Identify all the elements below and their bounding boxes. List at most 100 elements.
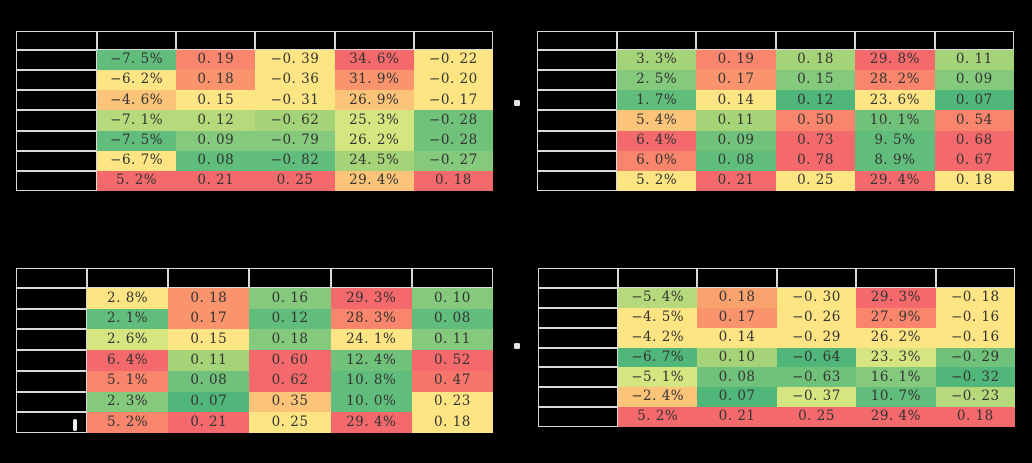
row-label-cell bbox=[16, 391, 87, 413]
row-label-cell bbox=[538, 327, 618, 348]
data-cell: −0. 28 bbox=[413, 130, 493, 151]
data-cell: 0. 16 bbox=[249, 288, 331, 309]
data-cell: 26. 2% bbox=[334, 130, 414, 151]
data-cell: 23. 6% bbox=[855, 90, 935, 111]
header-cell bbox=[330, 268, 412, 288]
data-cell: 29. 4% bbox=[856, 407, 936, 427]
data-cell: −0. 62 bbox=[255, 110, 335, 131]
row-label-cell bbox=[16, 329, 87, 351]
data-cell: 0. 21 bbox=[176, 170, 256, 191]
data-cell: 2. 1% bbox=[87, 308, 169, 330]
data-cell: −0. 20 bbox=[413, 70, 493, 91]
data-cell: −0. 29 bbox=[935, 347, 1015, 368]
header-cell bbox=[617, 31, 697, 50]
data-cell: −0. 31 bbox=[255, 90, 335, 111]
data-cell: 6. 0% bbox=[617, 150, 697, 171]
heatmap-table-top-left: −7. 5% 0. 19 −0. 39 34. 6% −0. 22 −6. 2% 0. 18… bbox=[16, 31, 493, 191]
row-label-cell bbox=[537, 110, 617, 131]
data-cell: 0. 47 bbox=[411, 370, 493, 392]
data-cell: −0. 37 bbox=[776, 387, 857, 408]
data-cell: 2. 8% bbox=[87, 288, 169, 309]
row-label-cell bbox=[16, 308, 87, 330]
data-cell: 0. 09 bbox=[176, 130, 256, 151]
data-cell: −6. 7% bbox=[618, 347, 698, 368]
header-cell bbox=[411, 268, 493, 288]
heatmap-table-bottom-right: −5. 4% 0. 18 −0. 30 29. 3% −0. 18 −4. 5% 0. 17… bbox=[538, 268, 1015, 427]
data-cell: −0. 79 bbox=[255, 130, 335, 151]
data-cell: 0. 50 bbox=[775, 110, 856, 131]
data-cell: −0. 64 bbox=[776, 347, 857, 368]
data-cell: −0. 23 bbox=[935, 387, 1015, 408]
data-cell: 0. 73 bbox=[775, 130, 856, 151]
data-cell: −0. 27 bbox=[413, 150, 493, 171]
data-cell: 0. 18 bbox=[411, 412, 493, 433]
data-cell: 0. 35 bbox=[249, 391, 331, 413]
data-cell: −2. 4% bbox=[618, 387, 698, 408]
data-cell: 0. 09 bbox=[696, 130, 776, 151]
data-cell: 0. 15 bbox=[168, 329, 250, 351]
data-cell: −4. 6% bbox=[97, 90, 177, 111]
data-cell: 0. 68 bbox=[934, 130, 1014, 151]
header-cell bbox=[168, 268, 250, 288]
data-cell: 0. 08 bbox=[411, 308, 493, 330]
data-cell: 1. 7% bbox=[617, 90, 697, 111]
header-cell bbox=[255, 31, 335, 50]
row-label-cell bbox=[538, 387, 618, 408]
data-cell: 0. 09 bbox=[934, 70, 1014, 91]
data-cell: 0. 67 bbox=[934, 150, 1014, 171]
separator-dot-bottom bbox=[514, 343, 520, 349]
header-cell bbox=[855, 31, 935, 50]
data-cell: 0. 19 bbox=[696, 50, 776, 71]
heatmap-table-top-right: 3. 3% 0. 19 0. 18 29. 8% 0. 11 2. 5% 0. 17 0. 1… bbox=[537, 31, 1014, 191]
data-cell: 9. 5% bbox=[855, 130, 935, 151]
header-cell bbox=[16, 31, 97, 50]
data-cell: 10. 1% bbox=[855, 110, 935, 131]
data-cell: 0. 18 bbox=[168, 288, 250, 309]
header-cell bbox=[16, 268, 87, 288]
row-label-cell bbox=[16, 90, 97, 111]
data-cell: 0. 18 bbox=[935, 407, 1015, 427]
data-cell: 0. 08 bbox=[168, 370, 250, 392]
row-label-cell bbox=[538, 347, 618, 368]
data-cell: 0. 23 bbox=[411, 391, 493, 413]
header-cell bbox=[697, 268, 777, 288]
data-cell: 0. 08 bbox=[176, 150, 256, 171]
row-label-cell bbox=[16, 130, 97, 151]
row-label-cell bbox=[16, 50, 97, 71]
data-cell: 0. 78 bbox=[775, 150, 856, 171]
data-cell: −6. 7% bbox=[97, 150, 177, 171]
data-cell: 5. 2% bbox=[618, 407, 698, 427]
header-cell bbox=[696, 31, 776, 50]
row-label-cell bbox=[537, 50, 617, 71]
data-cell: 2. 5% bbox=[617, 70, 697, 91]
data-cell: 5. 2% bbox=[97, 170, 177, 191]
header-cell bbox=[618, 268, 698, 288]
data-cell: 5. 2% bbox=[87, 412, 169, 433]
row-label-cell bbox=[537, 90, 617, 111]
data-cell: 0. 18 bbox=[934, 170, 1014, 191]
header-cell bbox=[176, 31, 256, 50]
row-label-cell bbox=[16, 412, 87, 433]
header-cell bbox=[249, 268, 331, 288]
data-cell: 0. 17 bbox=[697, 307, 777, 328]
separator-dot-top bbox=[514, 100, 520, 106]
data-cell: 0. 18 bbox=[775, 50, 856, 71]
data-cell: 0. 11 bbox=[934, 50, 1014, 71]
data-cell: −7. 1% bbox=[97, 110, 177, 131]
data-cell: 0. 12 bbox=[775, 90, 856, 111]
data-cell: 0. 11 bbox=[411, 329, 493, 351]
data-cell: 0. 18 bbox=[697, 288, 777, 308]
data-cell: 0. 07 bbox=[934, 90, 1014, 111]
data-cell: 0. 08 bbox=[697, 367, 777, 388]
data-cell: 29. 4% bbox=[334, 170, 414, 191]
row-label-cell bbox=[538, 307, 618, 328]
data-cell: 29. 3% bbox=[856, 288, 936, 308]
data-cell: 5. 2% bbox=[617, 170, 697, 191]
data-cell: 0. 17 bbox=[168, 308, 250, 330]
row-label-cell bbox=[16, 110, 97, 131]
data-cell: −7. 5% bbox=[97, 130, 177, 151]
header-cell bbox=[97, 31, 177, 50]
data-cell: 0. 25 bbox=[255, 170, 335, 191]
header-cell bbox=[537, 31, 617, 50]
